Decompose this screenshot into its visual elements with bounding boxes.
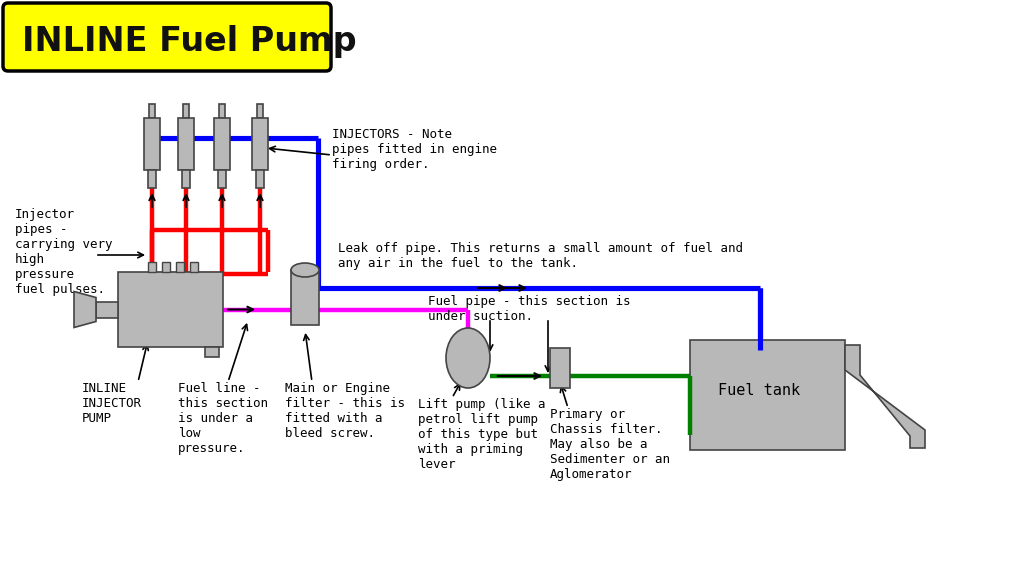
Bar [96,301,118,317]
Text: INJECTORS - Note
pipes fitted in engine
firing order.: INJECTORS - Note pipes fitted in engine … [332,128,497,171]
Bar [178,118,194,170]
Text: INLINE
INJECTOR
PUMP: INLINE INJECTOR PUMP [82,382,142,425]
Text: Fuel line -
this section
is under a
low
pressure.: Fuel line - this section is under a low … [178,382,268,455]
Ellipse shape [446,328,490,388]
Bar [148,170,156,188]
Bar [252,118,268,170]
Bar [150,104,155,118]
Bar [190,262,198,272]
Bar [182,170,190,188]
Bar [176,262,184,272]
Bar [183,104,189,118]
Text: Leak off pipe. This returns a small amount of fuel and
any air in the fuel to th: Leak off pipe. This returns a small amou… [338,242,743,270]
Bar [291,270,319,325]
Bar [218,170,226,188]
Polygon shape [845,345,925,448]
Bar [118,272,223,347]
Bar [144,118,160,170]
Text: Lift pump (like a
petrol lift pump
of this type but
with a priming
lever: Lift pump (like a petrol lift pump of th… [418,398,546,471]
FancyBboxPatch shape [3,3,331,71]
Text: Fuel tank: Fuel tank [718,383,800,398]
Bar [148,262,156,272]
Bar [214,118,230,170]
Bar [257,104,263,118]
Polygon shape [74,291,96,328]
Bar [205,347,219,357]
Text: Fuel pipe - this section is
under suction.: Fuel pipe - this section is under suctio… [428,295,631,323]
Text: Main or Engine
filter - this is
fitted with a
bleed screw.: Main or Engine filter - this is fitted w… [285,382,406,440]
Text: Primary or
Chassis filter.
May also be a
Sedimenter or an
Aglomerator: Primary or Chassis filter. May also be a… [550,408,670,481]
Ellipse shape [291,263,319,277]
Bar [162,262,170,272]
Bar [256,170,264,188]
Text: INLINE Fuel Pump: INLINE Fuel Pump [22,25,356,59]
Bar [219,104,225,118]
Bar [690,340,845,450]
Bar [550,348,570,388]
Text: Injector
pipes -
carrying very
high
pressure
fuel pulses.: Injector pipes - carrying very high pres… [15,208,113,296]
